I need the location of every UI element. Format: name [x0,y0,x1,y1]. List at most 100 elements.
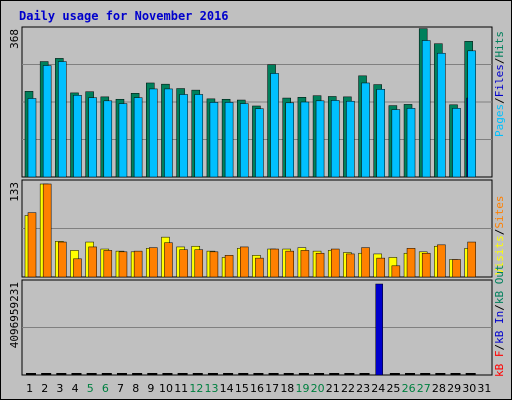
files-bar-day-10 [164,88,173,178]
x-tick-label-day-18: 18 [280,382,294,395]
legend-entry: kB Out [493,264,506,304]
x-tick-label-day-15: 15 [235,382,249,395]
sites-bar-day-14 [224,255,234,278]
kb-baseline-tick-day-14 [223,373,234,375]
x-tick-label-day-5: 5 [87,382,94,395]
sites-bar-day-30 [467,241,476,278]
kb-baseline-tick-day-6 [101,373,112,375]
kb-baseline-tick-day-27 [420,373,431,375]
chart-title: Daily usage for November 2016 [19,9,229,23]
legend-entry: Files [493,64,506,97]
sites-bar-day-17 [270,248,279,278]
legend-entry: kB F [493,351,506,378]
files-bar-day-15 [240,103,249,178]
sites-bar-day-2 [42,183,52,278]
sites-bar-day-9 [149,247,158,278]
x-tick-label-day-24: 24 [371,382,385,395]
kb-baseline-tick-day-19 [298,373,309,375]
panel-0-ymax-label: 368 [8,29,21,49]
kb-baseline-tick-day-21 [329,373,340,375]
files-bar-day-25 [391,109,401,178]
x-tick-label-day-7: 7 [117,382,124,395]
panel-1-legend: Visits/Sites [493,196,506,276]
x-tick-label-day-4: 4 [72,382,79,395]
files-bar-day-9 [149,88,158,178]
x-tick-label-day-27: 27 [417,382,431,395]
x-tick-label-day-17: 17 [265,382,279,395]
kb-baseline-tick-day-2 [41,373,52,375]
panel-0-legend: Pages/Files/Hits [493,31,506,137]
kb-baseline-tick-day-29 [450,373,461,375]
kb-baseline-tick-day-30 [465,373,476,375]
kb-baseline-tick-day-9 [147,373,158,375]
legend-entry: / [493,58,506,65]
files-bar-day-2 [42,65,52,178]
files-bar-day-16 [255,108,264,178]
x-tick-label-day-2: 2 [41,382,48,395]
sites-bar-day-3 [58,241,67,278]
kb-baseline-tick-day-7 [116,373,127,375]
x-tick-label-day-28: 28 [432,382,446,395]
files-bar-day-1 [27,98,37,178]
kb-baseline-tick-day-1 [26,373,36,375]
legend-entry: kB In [493,311,506,344]
files-bar-day-8 [133,97,143,178]
x-tick-label-day-3: 3 [56,382,63,395]
x-tick-label-day-21: 21 [326,382,340,395]
x-tick-label-day-14: 14 [220,382,234,395]
kb-baseline-tick-day-4 [71,373,82,375]
files-bar-day-12 [194,94,204,178]
files-bar-day-13 [209,102,219,178]
sites-bar-day-1 [27,212,37,278]
legend-entry: / [493,344,506,351]
kb-baseline-tick-day-23 [359,373,370,375]
kb-in-bar-day-24 [375,283,383,376]
legend-entry: / [493,97,506,104]
x-tick-label-day-16: 16 [250,382,264,395]
files-bar-day-6 [103,100,113,178]
legend-entry: / [493,229,506,236]
legend-entry: Pages [493,104,506,137]
files-bar-day-20 [315,100,325,178]
legend-entry: Sites [493,196,506,229]
sites-bar-day-4 [73,258,82,278]
sites-bar-day-25 [391,265,401,278]
kb-baseline-tick-day-15 [238,373,249,375]
files-bar-day-30 [467,50,476,178]
x-tick-label-day-8: 8 [132,382,139,395]
x-tick-label-day-12: 12 [189,382,203,395]
x-tick-label-day-10: 10 [159,382,173,395]
x-tick-label-day-6: 6 [102,382,109,395]
kb-baseline-tick-day-17 [268,373,279,375]
files-bar-day-4 [73,95,82,178]
files-bar-day-3 [58,61,67,178]
x-tick-label-day-29: 29 [447,382,461,395]
sites-bar-day-16 [255,257,264,278]
kb-baseline-tick-day-16 [253,373,264,375]
sites-bar-day-11 [179,249,188,278]
x-tick-label-day-1: 1 [26,382,33,395]
files-bar-day-18 [285,102,294,178]
sites-bar-day-10 [164,242,173,278]
kb-baseline-tick-day-12 [192,373,203,375]
sites-bar-day-6 [103,250,113,278]
sites-bar-day-28 [437,244,446,278]
x-tick-label-day-9: 9 [147,382,154,395]
sites-bar-day-26 [406,248,416,278]
files-bar-day-19 [300,101,310,178]
panel-1-ymax-label: 133 [8,182,21,202]
x-tick-label-day-19: 19 [295,382,309,395]
x-tick-label-day-22: 22 [341,382,355,395]
sites-bar-day-12 [194,249,204,278]
sites-bar-day-27 [421,252,431,278]
files-bar-day-22 [346,100,355,178]
files-bar-day-7 [118,103,128,178]
kb-baseline-tick-day-22 [344,373,355,375]
sites-bar-day-18 [285,250,294,278]
kb-baseline-tick-day-5 [86,373,97,375]
files-bar-day-26 [406,108,416,178]
sites-bar-day-8 [133,250,143,278]
x-tick-label-day-26: 26 [402,382,416,395]
files-bar-day-23 [361,82,370,178]
